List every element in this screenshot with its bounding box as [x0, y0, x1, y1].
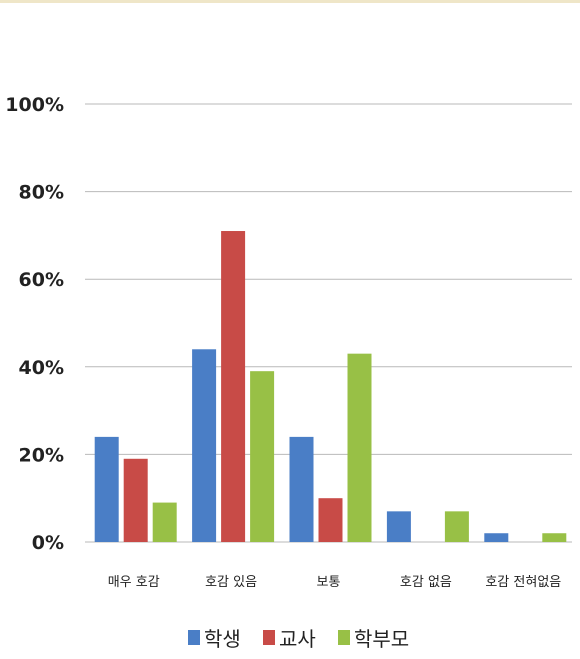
- bar-2-3: [318, 498, 343, 542]
- y-axis-ticks: 0% 20% 40% 60% 80% 100%: [5, 94, 64, 554]
- bar-3-1: [152, 502, 177, 542]
- y-tick-label: 20%: [19, 444, 64, 466]
- legend-label: 학부모: [354, 627, 409, 651]
- legend: 학생 교사 학부모: [188, 627, 409, 651]
- bar-1-2: [192, 349, 217, 542]
- x-tick-label: 매우 호감: [108, 575, 160, 590]
- legend-swatch: [188, 630, 200, 645]
- y-tick-label: 0%: [32, 532, 64, 554]
- legend-swatch: [263, 630, 275, 645]
- bars: [94, 231, 567, 542]
- legend-swatch: [338, 630, 350, 645]
- bar-3-5: [542, 533, 567, 542]
- x-axis-ticks: 매우 호감 호감 있음 보통 호감 없음 호감 전혀없음: [108, 575, 562, 590]
- bar-1-5: [484, 533, 509, 542]
- bar-1-3: [289, 436, 314, 542]
- x-tick-label: 보통: [317, 575, 341, 590]
- gridlines: [85, 103, 572, 543]
- y-tick-label: 60%: [19, 269, 64, 291]
- legend-label: 교사: [279, 627, 316, 651]
- bar-2-1: [123, 458, 148, 542]
- bar-chart: 0% 20% 40% 60% 80% 100% 매우 호감 호감 있음 보통 호감 없음 호감 전…: [5, 94, 572, 651]
- y-tick-label: 40%: [19, 357, 64, 379]
- bar-2-2: [221, 231, 246, 542]
- legend-label: 학생: [204, 627, 241, 651]
- x-tick-label: 호감 없음: [400, 575, 452, 590]
- x-tick-label: 호감 있음: [205, 575, 257, 590]
- bar-1-4: [386, 511, 411, 542]
- bar-3-2: [250, 371, 275, 542]
- y-tick-label: 80%: [19, 182, 64, 204]
- bar-3-3: [347, 353, 372, 542]
- x-tick-label: 호감 전혀없음: [485, 575, 561, 590]
- bar-1-1: [94, 436, 119, 542]
- bar-3-4: [444, 511, 469, 542]
- y-tick-label: 100%: [5, 94, 64, 116]
